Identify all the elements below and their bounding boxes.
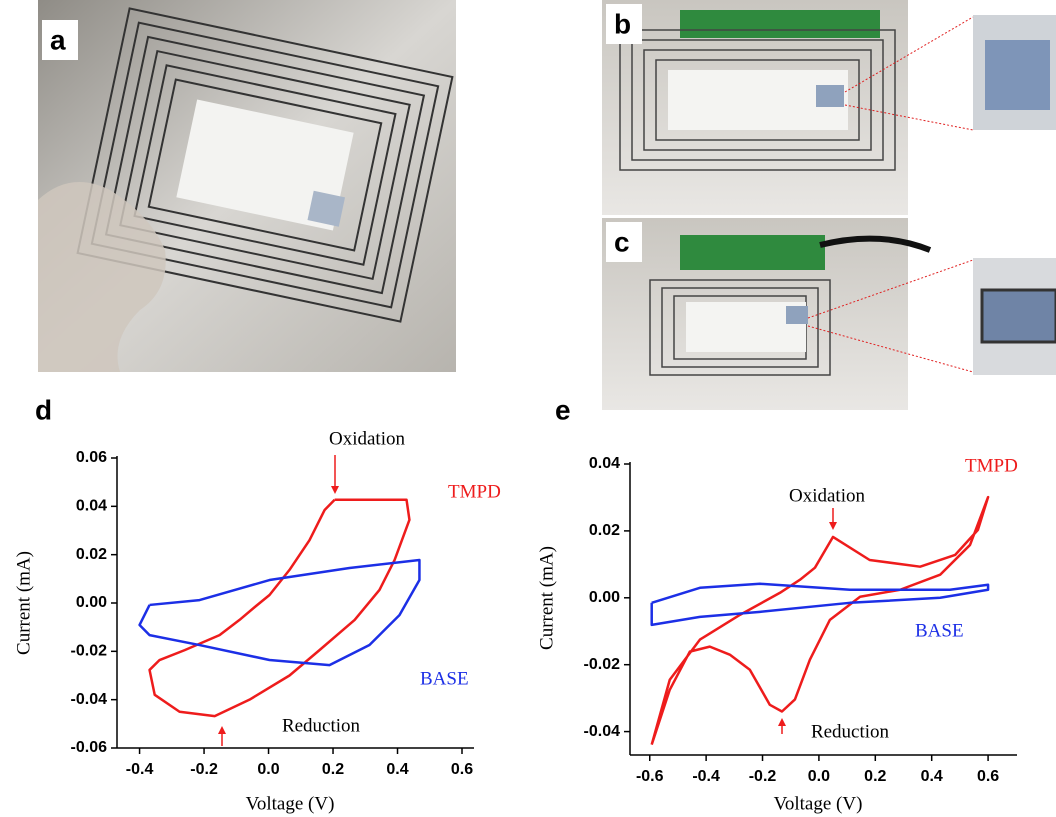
x-tick-label: 0.2 [864, 768, 886, 785]
cv-curve [150, 500, 410, 716]
x-tick-label: 0.6 [451, 761, 473, 778]
x-tick-label: 0.4 [921, 768, 943, 785]
panel-label: e [555, 394, 571, 425]
panel-label: d [35, 394, 52, 425]
panel-label: c [614, 226, 630, 257]
annotation: Reduction [811, 721, 890, 742]
x-tick-label: -0.4 [126, 761, 154, 778]
annotation: Reduction [282, 715, 361, 736]
x-tick-label: 0.0 [257, 761, 279, 778]
panel-label: a [50, 24, 66, 55]
y-tick-label: -0.06 [71, 739, 108, 756]
x-tick-label: 0.4 [386, 761, 408, 778]
x-tick-label: 0.0 [808, 768, 830, 785]
x-tick-label: -0.2 [190, 761, 218, 778]
figure: a b c d -0.06 -0.04 -0.02 0.00 0.02 0.04 0.06 -0.4 -… [0, 0, 1056, 817]
y-tick-label: -0.02 [71, 643, 108, 660]
y-tick-label: 0.06 [76, 449, 107, 466]
y-axis-label: Current (mA) [13, 551, 34, 655]
x-tick-label: 0.6 [977, 768, 999, 785]
y-tick-label: -0.04 [71, 691, 108, 708]
y-tick-label: 0.04 [76, 498, 107, 515]
series-label: TMPD [448, 481, 501, 502]
annotation: Oxidation [789, 485, 865, 506]
photo-b [602, 0, 908, 215]
chart: e -0.04 -0.02 0.00 0.02 0.04 -0.6 -0.4 -0.2 0.0 0.… [536, 394, 1017, 814]
annotation: Oxidation [329, 428, 405, 449]
x-axis-label: Voltage (V) [774, 793, 863, 814]
y-tick-label: -0.02 [584, 656, 621, 673]
panel-label: b [614, 8, 631, 39]
annotation-arrowhead [218, 726, 226, 734]
series-label: BASE [915, 620, 964, 641]
cv-curve [140, 560, 420, 665]
annotation-arrowhead [829, 522, 837, 530]
y-tick-label: 0.00 [589, 589, 620, 606]
photo-c [602, 218, 930, 410]
annotation-arrowhead [778, 718, 786, 726]
y-tick-label: 0.02 [76, 546, 107, 563]
cv-curve [652, 584, 988, 625]
series-label: BASE [420, 668, 469, 689]
y-axis-label: Current (mA) [536, 546, 557, 650]
x-tick-label: -0.6 [636, 768, 664, 785]
series-label: TMPD [965, 455, 1018, 476]
y-tick-label: -0.04 [584, 723, 621, 740]
x-tick-label: 0.2 [322, 761, 344, 778]
x-tick-label: -0.4 [692, 768, 720, 785]
chart: d -0.06 -0.04 -0.02 0.00 0.02 0.04 0.06 -0.4 -0.2… [13, 394, 500, 814]
y-tick-label: 0.02 [589, 522, 620, 539]
annotation-arrowhead [331, 486, 339, 494]
x-axis-label: Voltage (V) [246, 793, 335, 814]
photo-a [38, 0, 456, 372]
y-tick-label: 0.00 [76, 594, 107, 611]
x-tick-label: -0.2 [749, 768, 777, 785]
y-tick-label: 0.04 [589, 455, 620, 472]
